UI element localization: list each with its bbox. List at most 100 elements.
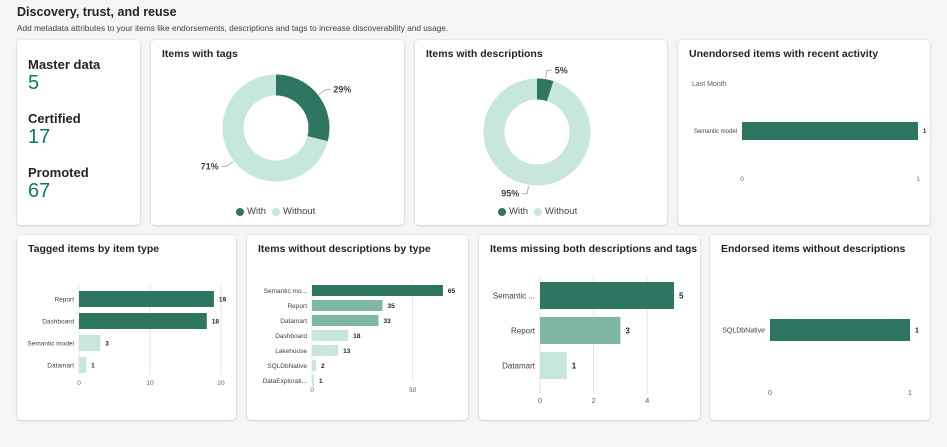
data-value-label: 2 <box>321 363 325 370</box>
summary-stats-card[interactable]: Master data 5 Certified 17 Promoted 67 <box>17 40 140 225</box>
items-with-tags-card[interactable]: Items with tags 29% 71% With Without <box>151 40 404 225</box>
category-label: Lakehouse <box>275 348 307 355</box>
category-label: Datamart <box>47 362 74 369</box>
axis-tick-label: 0 <box>740 176 744 183</box>
items-without-descriptions-card[interactable]: Items without descriptions by type Seman… <box>247 235 468 420</box>
bar-datamart <box>312 315 379 326</box>
card-title: Items with descriptions <box>426 48 543 60</box>
data-value-label: 1 <box>319 378 323 385</box>
donut-leader-line <box>318 89 331 95</box>
category-label: Semantic model <box>27 340 74 347</box>
data-value-label: 1 <box>91 362 95 369</box>
category-label: Semantic model <box>694 129 737 135</box>
items-missing-both-card[interactable]: Items missing both descriptions and tags… <box>479 235 700 420</box>
axis-tick-label: 0 <box>77 380 81 387</box>
bar-report <box>312 300 383 311</box>
stat-value-certified: 17 <box>28 126 51 148</box>
tags-legend: With Without <box>236 206 315 217</box>
donut-slice-with <box>536 78 554 102</box>
items-with-descriptions-card[interactable]: Items with descriptions 5% 95% With Witho… <box>415 40 667 225</box>
legend-with-label: With <box>247 206 266 217</box>
category-label: Dashboard <box>42 318 74 325</box>
unendorsed-bar-chart: Semantic model 1 0 1 <box>694 122 927 183</box>
category-label: Semantic mo... <box>264 288 308 295</box>
legend-without-swatch <box>534 207 542 216</box>
stat-value-promoted: 67 <box>28 180 51 202</box>
axis-tick-label: 50 <box>409 387 417 394</box>
section-title: Discovery, trust, and reuse <box>17 5 177 19</box>
data-value-label: 19 <box>219 296 227 303</box>
axis-tick-label: 1 <box>908 390 912 397</box>
data-value-label: 35 <box>388 303 396 310</box>
data-value-label: 5 <box>679 291 684 300</box>
endorsed-without-descriptions-card[interactable]: Endorsed items without descriptions SQLD… <box>710 235 930 420</box>
bar-datamart <box>79 357 87 373</box>
donut-slice-with <box>275 74 330 142</box>
bar-semantic-model <box>79 335 101 351</box>
category-label: Datamart <box>280 318 307 325</box>
legend-with-swatch <box>498 207 506 216</box>
bar-datamart <box>540 352 567 379</box>
bar-dashboard <box>312 330 349 341</box>
bar-lakehouse <box>312 345 339 356</box>
data-value-label: 3 <box>105 340 109 347</box>
unendorsed-items-card[interactable]: Unendorsed items with recent activity La… <box>678 40 930 225</box>
donut-percent-label: 71% <box>201 161 219 171</box>
data-value-label: 1 <box>915 327 919 334</box>
donut-leader-line <box>221 161 234 167</box>
missing-both-bar-chart: Semantic ... 5 Report 3 Datamart 1 0 2 4 <box>493 276 684 405</box>
bar-report <box>540 317 621 344</box>
category-label: Report <box>54 296 74 303</box>
bar-semantic <box>540 282 674 309</box>
bar-semantic-model <box>742 122 918 140</box>
stat-label-certified: Certified <box>28 111 81 126</box>
donut-percent-label: 5% <box>555 65 568 75</box>
donut-leader-line <box>545 69 552 79</box>
axis-tick-label: 2 <box>592 396 596 405</box>
legend-with-swatch <box>236 207 244 216</box>
card-title: Tagged items by item type <box>28 243 160 255</box>
without-descriptions-bar-chart: Semantic mo... 65 Report 35 Datamart 33 Dashbo… <box>263 279 456 394</box>
donut-leader-line <box>522 185 529 195</box>
card-title: Items missing both descriptions and tags <box>490 243 698 255</box>
endorsed-without-descriptions-bar-chart: SQLDbNative 1 0 1 <box>722 319 919 397</box>
data-value-label: 3 <box>625 326 630 335</box>
legend-without-swatch <box>272 207 280 216</box>
bar-dataexplorati <box>312 375 315 386</box>
section-subtitle: Add metadata attributes to your items li… <box>17 23 449 33</box>
donut-percent-label: 95% <box>501 189 519 199</box>
axis-tick-label: 1 <box>916 176 920 183</box>
stat-label-master-data: Master data <box>28 57 101 72</box>
tagged-items-by-type-card[interactable]: Tagged items by item type Report 19 Dashbo… <box>17 235 236 420</box>
descriptions-donut-chart: 5% 95% <box>483 65 591 199</box>
axis-tick-label: 20 <box>217 380 225 387</box>
data-value-label: 33 <box>383 318 391 325</box>
stat-value-master-data: 5 <box>28 72 40 94</box>
axis-tick-label: 0 <box>768 390 772 397</box>
descriptions-legend: With Without <box>498 206 577 217</box>
category-label: Dashboard <box>275 333 307 340</box>
axis-tick-label: 4 <box>645 396 649 405</box>
bar-sqldbnative <box>312 360 317 371</box>
data-value-label: 1 <box>572 361 577 370</box>
bar-semantic-mo <box>312 285 443 296</box>
card-title: Endorsed items without descriptions <box>721 243 906 255</box>
donut-slice-without <box>222 74 328 182</box>
legend-with-label: With <box>509 206 528 217</box>
card-title: Items without descriptions by type <box>258 243 431 255</box>
axis-tick-label: 10 <box>146 380 154 387</box>
category-label: Report <box>287 303 307 310</box>
data-value-label: 1 <box>923 129 927 135</box>
category-label: Report <box>511 326 536 335</box>
legend-without-label: Without <box>283 206 316 217</box>
data-value-label: 13 <box>343 348 351 355</box>
tagged-by-type-bar-chart: Report 19 Dashboard 18 Semantic model 3 Datama… <box>27 285 227 387</box>
card-title: Items with tags <box>162 48 238 60</box>
axis-tick-label: 0 <box>310 387 314 394</box>
category-label: SQLDbNative <box>722 327 765 334</box>
legend-without-label: Without <box>545 206 578 217</box>
category-label: SQLDbNative <box>267 363 307 370</box>
period-label: Last Month <box>692 81 727 88</box>
donut-slice-without <box>483 78 591 186</box>
axis-tick-label: 0 <box>538 396 542 405</box>
